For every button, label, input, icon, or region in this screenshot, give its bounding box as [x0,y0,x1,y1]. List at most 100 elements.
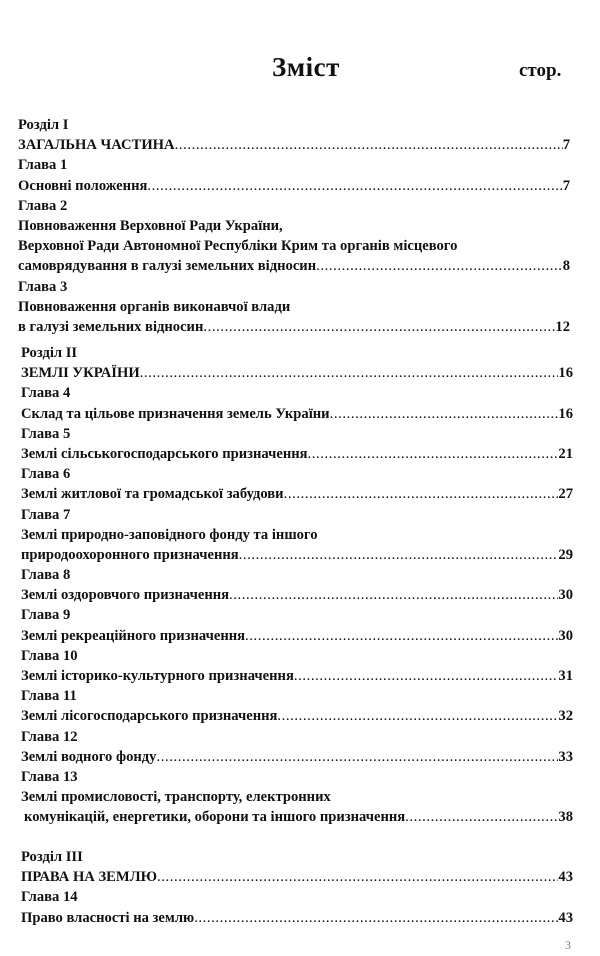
toc-heading: Розділ I [18,115,570,135]
toc-entry-text: в галузі земельних відносин [18,318,204,335]
dot-leader [194,908,558,928]
dot-leader [157,867,558,887]
toc-entry: ПРАВА НА ЗЕМЛЮ 43 [21,867,573,887]
toc-entry-text: ПРАВА НА ЗЕМЛЮ [21,869,157,886]
toc-heading: Глава 11 [21,686,573,706]
toc-entry: природоохоронного призначення 29 [21,545,573,565]
toc-entry-text: Глава 3 [18,278,68,295]
toc-entry: ЗАГАЛЬНА ЧАСТИНА 7 [18,135,570,155]
toc-entry: Землі оздоровчого призначення 30 [21,585,573,605]
toc-page-number: 30 [558,587,573,604]
toc-entry-text: Розділ I [18,117,69,133]
toc-entry-text: ЗАГАЛЬНА ЧАСТИНА [18,137,175,154]
dot-leader [308,444,559,464]
toc-heading: Глава 13 [21,767,573,787]
toc-heading: Розділ III [21,847,573,867]
toc-heading: Верховної Ради Автономної Республіки Кри… [18,236,570,256]
toc-entry-text: Глава 9 [21,607,71,624]
toc-heading: Глава 4 [21,383,573,403]
toc-entry-text: Глава 10 [21,647,78,664]
toc-page-number: 43 [558,909,573,926]
toc-entry-text: природоохоронного призначення [21,546,239,563]
dot-leader [284,484,559,504]
dot-leader [140,363,559,383]
toc-entry-text: Повноваження Верховної Ради України, [18,217,283,234]
toc-entry-text: Землі рекреаційного призначення [21,627,246,644]
toc-entry-text: Землі оздоровчого призначення [21,587,230,604]
toc-entry-text: Землі житлової та громадської забудови [21,486,284,503]
toc-entry: ЗЕМЛІ УКРАЇНИ 16 [21,363,573,383]
toc-page-number: 31 [558,668,573,684]
toc-entry-text: комунікацій, енергетики, оборони та іншо… [24,809,406,826]
toc-entry-text: Землі лісогосподарського призначення [21,708,278,725]
toc-page-number: 21 [558,445,573,462]
toc-entry-text: Основні положення [18,177,148,194]
toc-page-number: 32 [558,708,573,725]
toc-entry-text: Землі сільськогосподарського призначення [21,445,308,462]
toc-entry: Землі лісогосподарського призначення 32 [21,706,573,726]
toc-heading: Глава 14 [21,887,573,907]
toc-page-number: 7 [562,177,570,194]
dot-leader [203,317,555,337]
dot-leader [330,404,559,424]
toc-heading: Глава 10 [21,646,573,666]
toc-entry-text: Землі природно-заповідного фонду та іншо… [21,526,318,543]
toc-heading: Глава 3 [18,277,570,297]
toc-entry: Склад та цільове призначення земель Укра… [21,404,573,424]
toc-page-number: 33 [558,748,573,765]
toc-heading: Глава 12 [21,727,573,747]
dot-leader [405,807,558,827]
toc-page-number: 30 [558,627,573,644]
toc-entry-text: самоврядування в галузі земельних віднос… [18,258,317,275]
toc-page-number: 27 [558,486,573,503]
toc-heading: Землі промисловості, транспорту, електро… [21,787,573,807]
toc-entry: Основні положення 7 [18,176,570,196]
toc-entry-text: Розділ III [21,849,83,865]
dot-leader [239,545,559,565]
toc-heading: Землі природно-заповідного фонду та іншо… [21,525,573,545]
toc-heading: Повноваження Верховної Ради України, [18,216,570,236]
dot-leader [294,666,559,686]
toc-heading: Глава 8 [21,565,573,585]
toc-entry-text: Повноваження органів виконавчої влади [18,298,291,315]
toc-page-number: 29 [558,546,573,563]
toc-heading: Глава 6 [21,464,573,484]
dot-leader [156,747,558,767]
toc-section-1: Розділ I ЗАГАЛЬНА ЧАСТИНА 7 Глава 1 Основні … [18,115,570,337]
toc-entry: Землі водного фонду 33 [21,747,573,767]
page-column-label: стор. [519,60,562,81]
toc-entry-text: Глава 1 [18,157,68,174]
toc-heading: Глава 1 [18,155,570,175]
toc-entry-text: Глава 7 [21,506,71,523]
toc-page-number: 16 [558,405,573,422]
toc-entry-text: Глава 11 [21,688,77,705]
toc-heading: Повноваження органів виконавчої влади [18,297,570,317]
toc-heading: Глава 9 [21,605,573,625]
toc-entry: в галузі земельних відносин 12 [18,317,570,337]
toc-entry-text: Глава 14 [21,889,78,906]
toc-section-2: Розділ II ЗЕМЛІ УКРАЇНИ 16 Глава 4 Склад та … [18,343,573,828]
toc-heading: Глава 2 [18,196,570,216]
toc-entry-text: Право власності на землю [21,909,195,926]
dot-leader [229,585,558,605]
toc-entry-text: Землі історико-культурного призначення [21,668,294,684]
toc-entry-text: Землі промисловості, транспорту, електро… [21,789,331,806]
toc-page-number: 8 [562,258,570,275]
toc-heading: Глава 5 [21,424,573,444]
toc-page-number: 38 [558,809,573,826]
toc-page-number: 16 [558,365,573,382]
page-number: 3 [565,938,571,952]
toc-page-number: 7 [562,137,570,154]
toc-entry: Землі історико-культурного призначення 31 [21,666,573,686]
dot-leader [147,176,562,196]
dot-leader [175,135,563,155]
toc-section-3: Розділ III ПРАВА НА ЗЕМЛЮ 43 Глава 14 Право … [18,847,573,928]
toc-entry: Землі рекреаційного призначення 30 [21,626,573,646]
toc-entry-text: Глава 13 [21,768,78,785]
toc-entry: самоврядування в галузі земельних віднос… [18,256,570,276]
dot-leader [277,706,558,726]
toc-entry: Землі сільськогосподарського призначення… [21,444,573,464]
toc-page-number: 43 [558,869,573,886]
toc-entry: комунікацій, енергетики, оборони та іншо… [21,807,573,827]
toc-entry: Землі житлової та громадської забудови 27 [21,484,573,504]
